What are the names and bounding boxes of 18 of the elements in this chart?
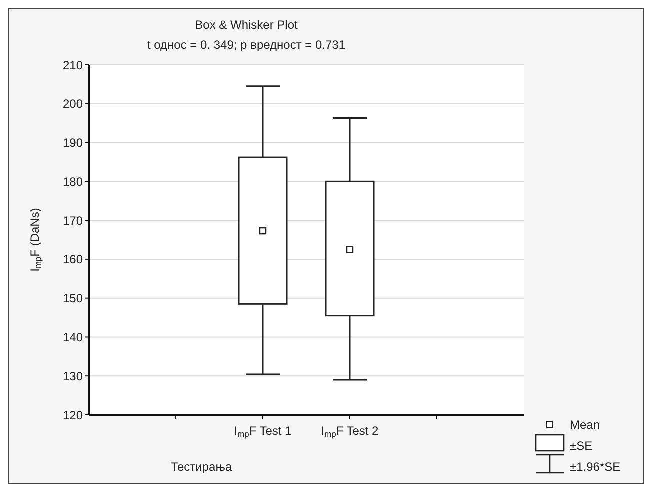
y-tick-label: 150 (62, 292, 84, 306)
y-tick-label: 180 (62, 174, 84, 189)
x-axis-title: Тестирања (170, 460, 232, 474)
y-tick-label: 140 (62, 330, 84, 344)
x-tick-label: I$_{mp}$F Test 1 (234, 424, 292, 440)
text: ±SE (570, 439, 593, 453)
text: Mean (570, 418, 600, 432)
y-tick-label: 200 (62, 97, 84, 112)
chart-title: Box & Whisker Plot (195, 18, 299, 32)
y-tick-label: 120 (62, 408, 84, 422)
chart-subtitle: t однос = 0. 349; p вредност = 0.731 (147, 38, 346, 52)
x-tick-label: I$_{mp}$F Test 2 (321, 424, 380, 440)
y-tick-label: 210 (62, 58, 84, 72)
y-tick-label: 160 (62, 252, 84, 267)
y-tick-label: 130 (62, 369, 84, 384)
y-tick-label: 190 (62, 136, 84, 150)
text: ±1.96*SE (570, 460, 621, 474)
y-tick-label: 170 (62, 214, 84, 228)
